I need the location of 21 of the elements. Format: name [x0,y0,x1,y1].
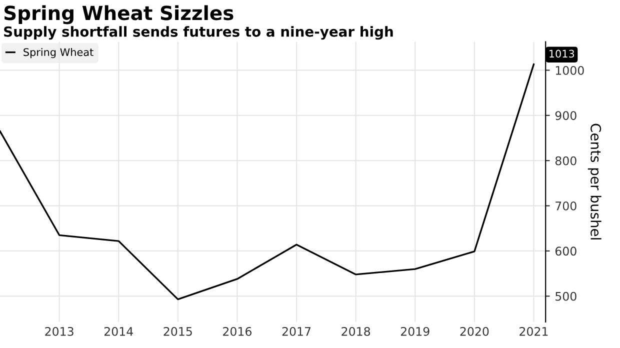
x-tick-label: 2015 [164,326,192,336]
y-axis-title: Cents per bushel [588,124,602,240]
x-tick-label: 2017 [282,326,311,336]
chart-subtitle: Supply shortfall sends futures to a nine-year high [4,26,393,40]
y-tick-label: 900 [555,111,576,120]
data-label: 1013 [550,50,574,58]
x-tick-label: 2014 [104,326,133,336]
x-tick-label: 2021 [520,326,548,336]
x-tick-label: 2016 [223,326,252,336]
y-tick-label: 1000 [556,66,584,75]
line-series [0,64,535,300]
chart-title: Spring Wheat Sizzles [4,5,234,24]
y-tick-label: 500 [556,292,576,301]
legend-label: Spring Wheat [24,48,94,58]
x-tick-label: 2018 [342,326,370,336]
y-tick-label: 700 [556,202,576,210]
y-tick-label: 600 [555,246,576,256]
x-tick-label: 2013 [45,326,74,336]
y-tick-label: 800 [555,156,576,166]
x-tick-label: 2019 [400,326,430,336]
x-tick-label: 2020 [460,326,489,336]
